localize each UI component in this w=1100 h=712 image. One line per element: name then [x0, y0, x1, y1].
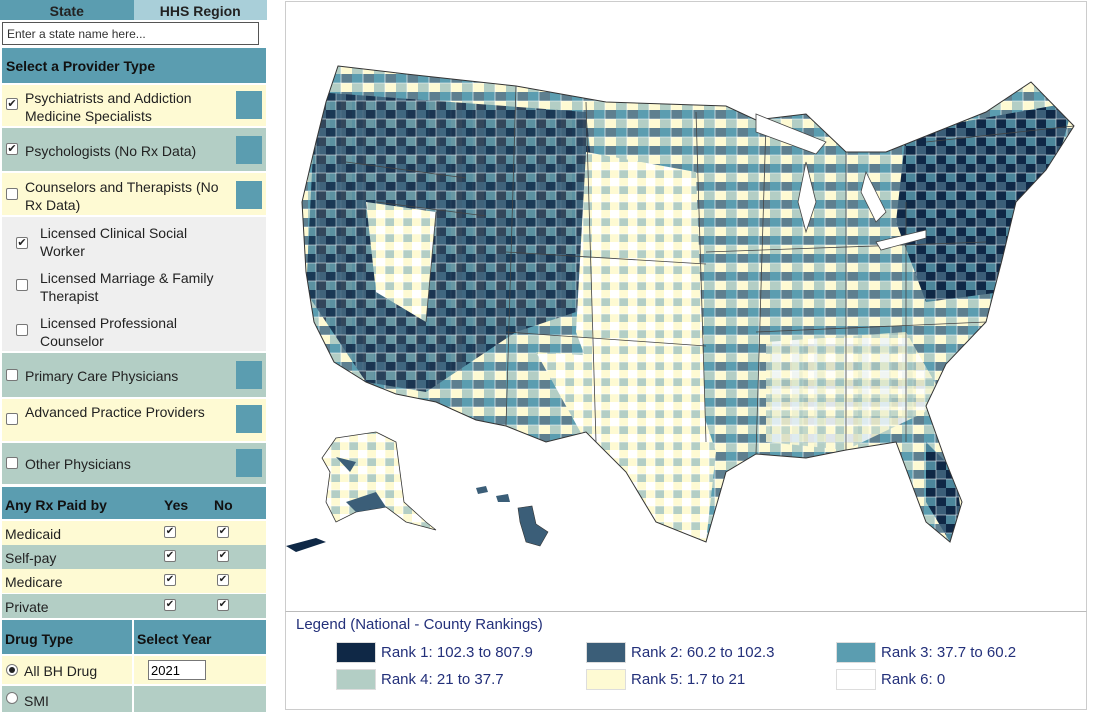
county-fill [302, 66, 1074, 542]
us-outline [301, 65, 1075, 543]
legend-swatch [586, 669, 626, 690]
checkbox-other-physicians[interactable] [6, 457, 18, 469]
tab-state[interactable]: State [0, 0, 134, 20]
hawaii [476, 486, 549, 547]
provider-label: Licensed Professional Counselor [40, 315, 177, 349]
provider-item-counselors[interactable]: Counselors and Therapists (No Rx Data) [2, 173, 266, 215]
provider-type-title: Select a Provider Type [6, 58, 156, 74]
legend-label: Rank 1: 102.3 to 807.9 [381, 644, 533, 661]
year-input[interactable] [148, 660, 206, 680]
provider-type-header: Select a Provider Type [2, 48, 266, 83]
rx-selfpay-no-checkbox[interactable]: ✔ [217, 550, 229, 562]
rx-paid-title: Any Rx Paid by [5, 497, 107, 513]
color-swatch [236, 136, 262, 164]
radio-smi[interactable] [6, 692, 18, 704]
provider-item-other-physicians[interactable]: Other Physicians [2, 443, 266, 484]
legend-swatch [586, 642, 626, 663]
checkbox-psychiatrists[interactable]: ✔ [6, 98, 18, 110]
color-swatch [236, 91, 262, 119]
drug-option-smi[interactable]: SMI [2, 686, 132, 712]
state-search-input[interactable] [2, 22, 259, 45]
legend-swatch [336, 669, 376, 690]
rx-row-label: Medicare [5, 574, 63, 590]
provider-item-psychologists[interactable]: ✔ Psychologists (No Rx Data) [2, 128, 266, 171]
select-year-header: Select Year [134, 620, 266, 654]
legend-label: Rank 2: 60.2 to 102.3 [631, 644, 775, 661]
provider-label: Advanced Practice Providers [25, 404, 205, 420]
checkbox-primary-care[interactable] [6, 369, 18, 381]
state-borders [345, 85, 1075, 455]
rx-row-private: Private ✔ ✔ [2, 594, 266, 618]
map-panel [285, 1, 1087, 611]
year-cell [134, 656, 266, 684]
legend-swatch [836, 669, 876, 690]
color-swatch [236, 361, 262, 389]
checkbox-advanced-practice[interactable] [6, 413, 18, 425]
rx-row-label: Self-pay [5, 550, 57, 566]
rx-private-no-checkbox[interactable]: ✔ [217, 599, 229, 611]
provider-label: Licensed Clinical Social Worker [40, 225, 188, 259]
us-county-map[interactable] [286, 2, 1086, 611]
drug-option-label: All BH Drug [24, 663, 98, 679]
lake-superior [755, 113, 827, 155]
provider-item-psychiatrists[interactable]: ✔ Psychiatrists and Addiction Medicine S… [2, 85, 266, 126]
legend-title: Legend (National - County Rankings) [296, 616, 543, 633]
legend-label: Rank 3: 37.7 to 60.2 [881, 644, 1017, 661]
checkbox-lpc[interactable] [16, 324, 28, 336]
rx-selfpay-yes-checkbox[interactable]: ✔ [164, 550, 176, 562]
legend-panel: Legend (National - County Rankings) Rank… [285, 611, 1087, 710]
drug-type-title: Drug Type [5, 631, 74, 647]
year-cell-empty [134, 686, 266, 712]
checkbox-counselors[interactable] [6, 188, 18, 200]
checkbox-lcsw[interactable]: ✔ [16, 237, 28, 249]
rx-private-yes-checkbox[interactable]: ✔ [164, 599, 176, 611]
provider-item-lpc[interactable]: Licensed Professional Counselor [2, 312, 266, 352]
rx-row-medicare: Medicare ✔ ✔ [2, 569, 266, 593]
rx-medicaid-yes-checkbox[interactable]: ✔ [164, 526, 176, 538]
lake-erie [875, 229, 927, 251]
drug-option-label: SMI [24, 693, 49, 709]
lake-huron [860, 170, 887, 223]
provider-item-primary-care[interactable]: Primary Care Physicians [2, 353, 266, 397]
legend-label: Rank 5: 1.7 to 21 [631, 671, 746, 688]
provider-label: Licensed Marriage & Family Therapist [40, 270, 214, 304]
counselor-subtypes [2, 217, 266, 351]
checkbox-psychologists[interactable]: ✔ [6, 143, 18, 155]
legend-label: Rank 6: 0 [881, 671, 946, 688]
checkbox-lmft[interactable] [16, 279, 28, 291]
rx-yes-header: Yes [164, 497, 189, 513]
filter-panel: State HHS Region Select a Provider Type … [0, 0, 267, 712]
tab-hhs-region[interactable]: HHS Region [133, 0, 267, 20]
color-swatch [236, 181, 262, 209]
provider-item-lcsw[interactable]: ✔ Licensed Clinical Social Worker [2, 222, 266, 262]
alaska [286, 431, 437, 552]
lake-michigan [797, 161, 817, 234]
provider-label: Primary Care Physicians [25, 368, 179, 384]
legend-label: Rank 4: 21 to 37.7 [381, 671, 504, 688]
provider-item-lmft[interactable]: Licensed Marriage & Family Therapist [2, 267, 266, 307]
color-swatch [236, 449, 262, 477]
legend-swatch [336, 642, 376, 663]
provider-item-advanced-practice[interactable]: Advanced Practice Providers [2, 399, 266, 441]
drug-option-all-bh[interactable]: All BH Drug [2, 656, 132, 684]
rx-paid-header: Any Rx Paid by Yes No [2, 487, 266, 519]
select-year-title: Select Year [137, 631, 212, 647]
rx-row-medicaid: Medicaid ✔ ✔ [2, 521, 266, 545]
color-swatch [236, 405, 262, 433]
rx-row-self-pay: Self-pay ✔ ✔ [2, 545, 266, 569]
rx-medicare-yes-checkbox[interactable]: ✔ [164, 574, 176, 586]
legend-swatch [836, 642, 876, 663]
rx-row-label: Medicaid [5, 526, 62, 542]
geo-tabs: State HHS Region [0, 0, 267, 20]
drug-type-header: Drug Type [2, 620, 132, 654]
provider-label: Psychiatrists and Addiction Medicine Spe… [25, 90, 192, 124]
provider-label: Psychologists (No Rx Data) [25, 143, 197, 159]
provider-label: Counselors and Therapists (No Rx Data) [25, 179, 219, 213]
rx-row-label: Private [5, 599, 49, 615]
provider-label: Other Physicians [25, 456, 131, 472]
rx-no-header: No [214, 497, 233, 513]
rx-medicare-no-checkbox[interactable]: ✔ [217, 574, 229, 586]
rx-medicaid-no-checkbox[interactable]: ✔ [217, 526, 229, 538]
radio-all-bh-drug[interactable] [6, 664, 18, 676]
